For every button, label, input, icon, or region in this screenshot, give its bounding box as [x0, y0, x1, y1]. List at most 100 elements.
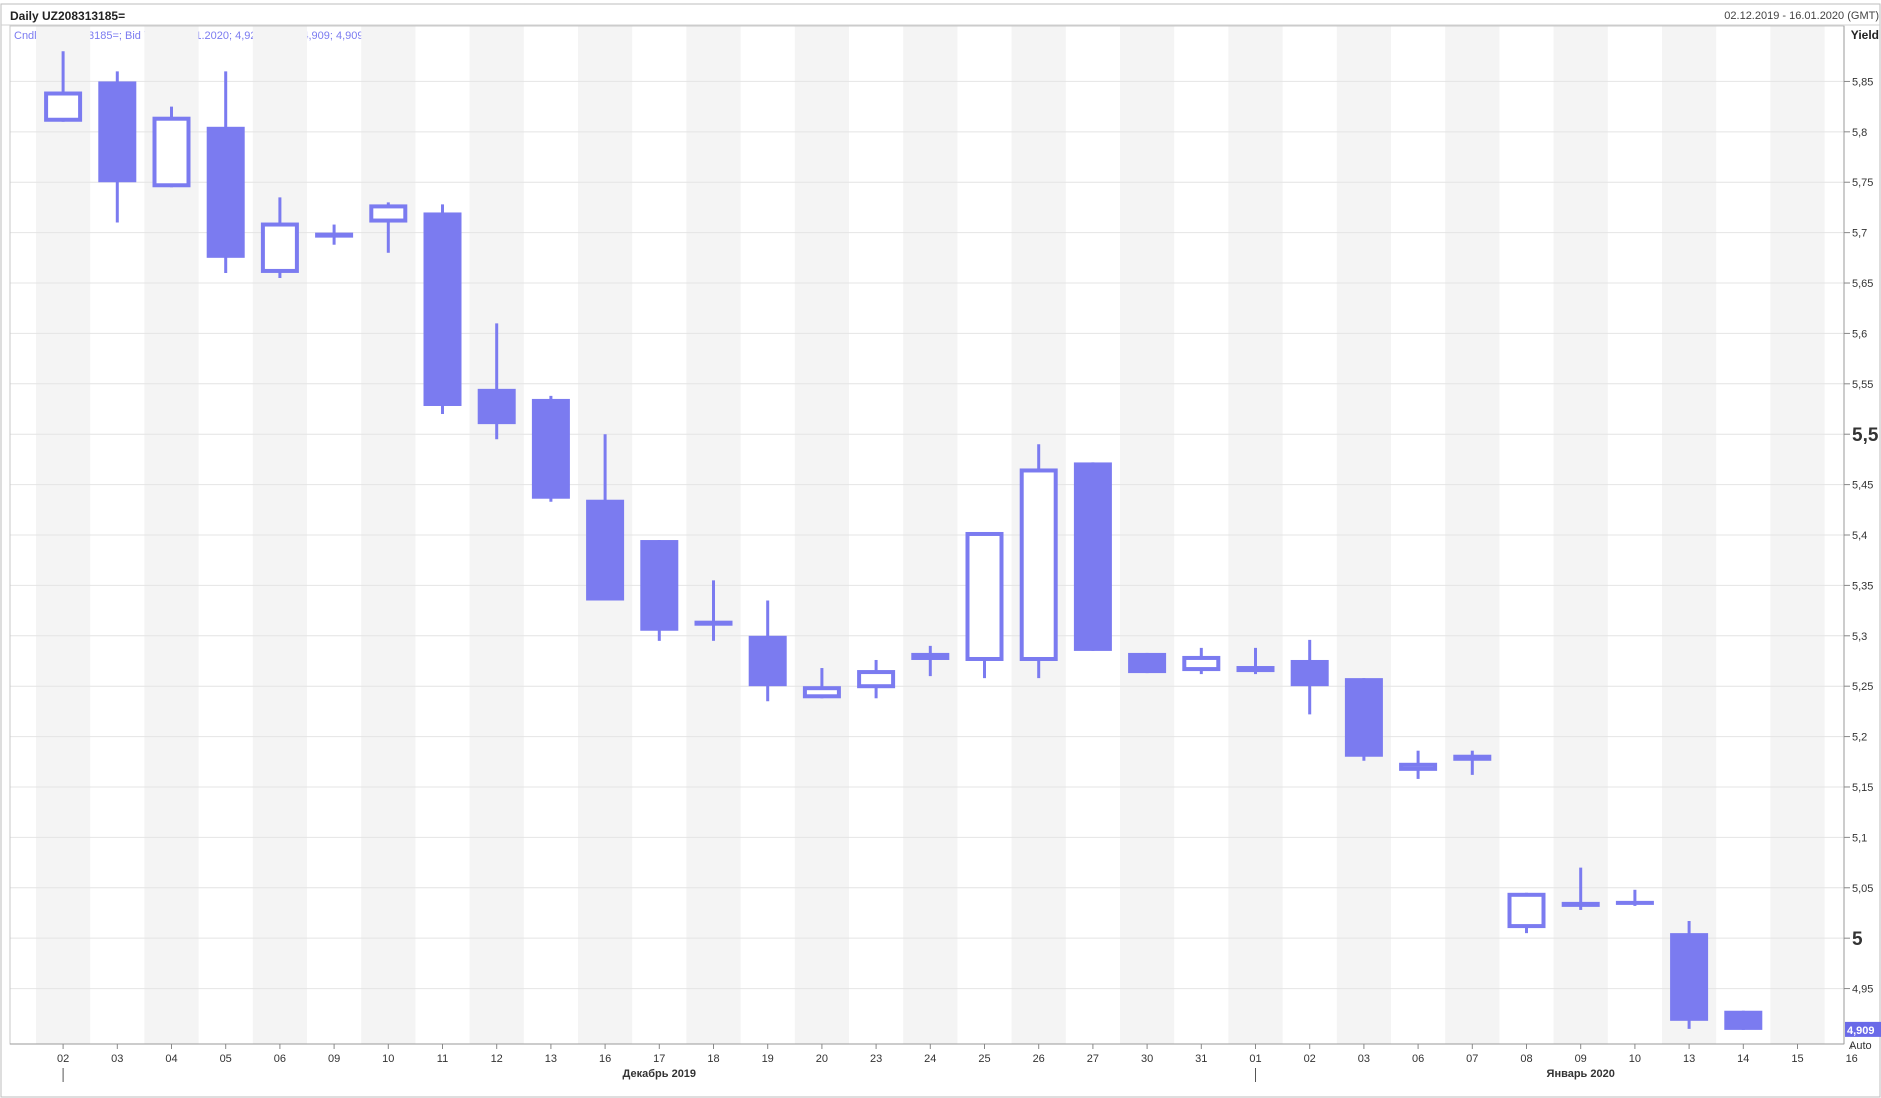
candle-body-down	[98, 81, 137, 183]
candle[interactable]	[1615, 889, 1654, 906]
x-tick-label: 03	[1358, 1053, 1370, 1065]
y-tick-label: 5,1	[1852, 832, 1867, 844]
y-tick-label: 5,4	[1852, 530, 1867, 542]
candle[interactable]	[857, 659, 896, 699]
candle[interactable]	[477, 323, 516, 440]
candle[interactable]	[640, 540, 679, 641]
candle-body-up	[911, 652, 950, 660]
x-tick-label: 06	[1412, 1053, 1424, 1065]
candle-body-up	[44, 91, 83, 122]
x-tick-label: 08	[1520, 1053, 1532, 1065]
y-tick-label: 5	[1852, 929, 1863, 950]
candle-body-up	[694, 620, 733, 626]
x-tick-label: 10	[1629, 1053, 1641, 1065]
x-tick-label: 19	[762, 1053, 774, 1065]
candle[interactable]	[1453, 750, 1492, 775]
candle[interactable]	[1236, 647, 1275, 675]
x-tick-label: 24	[924, 1053, 936, 1065]
x-tick-label: 25	[978, 1053, 990, 1065]
x-tick-label: 09	[328, 1053, 340, 1065]
candle-body-down	[477, 388, 516, 425]
candle-body-up	[369, 204, 408, 223]
candle-body-down	[640, 540, 679, 631]
candle-body-up	[1507, 892, 1546, 929]
candle-body-down	[586, 499, 625, 601]
auto-scale-label[interactable]: Auto	[1849, 1040, 1872, 1052]
candle-body-up	[802, 686, 841, 699]
y-tick-label: 5,3	[1852, 631, 1867, 643]
candle[interactable]	[911, 645, 950, 677]
month-label: Декабрь 2019	[623, 1068, 697, 1080]
x-tick-label: 09	[1575, 1053, 1587, 1065]
y-tick-label: 5,05	[1852, 883, 1873, 895]
y-tick-label: 5,35	[1852, 580, 1873, 592]
x-tick-label: 03	[111, 1053, 123, 1065]
candle-body-up	[857, 670, 896, 689]
x-tick-label: 02	[57, 1053, 69, 1065]
candle-body-down	[1073, 462, 1112, 651]
candle[interactable]	[1399, 750, 1438, 779]
month-label: Январь 2020	[1547, 1068, 1615, 1080]
candle[interactable]	[1670, 921, 1709, 1029]
candle[interactable]	[423, 204, 462, 415]
last-value-badge	[1845, 1021, 1881, 1037]
x-tick-label: 30	[1141, 1053, 1153, 1065]
x-tick-label: 04	[165, 1053, 177, 1065]
x-tick-label: 02	[1304, 1053, 1316, 1065]
x-tick-label: 18	[707, 1053, 719, 1065]
candle[interactable]	[586, 434, 625, 601]
x-tick-label: 20	[816, 1053, 828, 1065]
candle-body-up	[152, 116, 191, 188]
candle-body-up	[1019, 468, 1058, 661]
candle[interactable]	[531, 395, 570, 502]
candle-body-up	[1561, 901, 1600, 907]
y-tick-label: 5,75	[1852, 177, 1873, 189]
candle[interactable]	[965, 531, 1004, 679]
candle[interactable]	[260, 197, 299, 278]
y-tick-label: 5,65	[1852, 278, 1873, 290]
x-tick-label: 07	[1466, 1053, 1478, 1065]
x-tick-label: 12	[491, 1053, 503, 1065]
x-tick-label: 26	[1033, 1053, 1045, 1065]
candle[interactable]	[44, 51, 83, 122]
candle[interactable]	[315, 224, 354, 245]
candle-body-down	[531, 398, 570, 499]
candle-body-down	[1344, 678, 1383, 757]
window-border	[0, 3, 1881, 1098]
y-tick-label: 5,7	[1852, 228, 1867, 240]
candle[interactable]	[1290, 639, 1329, 715]
candle[interactable]	[369, 202, 408, 253]
candle[interactable]	[1019, 444, 1058, 679]
candle[interactable]	[748, 600, 787, 702]
candle[interactable]	[1073, 462, 1112, 651]
candle-body-down	[1670, 933, 1709, 1021]
x-tick-label: 23	[870, 1053, 882, 1065]
candle[interactable]	[1724, 1010, 1763, 1030]
y-tick-label: 5,15	[1852, 782, 1873, 794]
y-axis-title: Yield	[1850, 28, 1879, 42]
candle-body-up	[1399, 762, 1438, 771]
candle[interactable]	[802, 668, 841, 699]
candle[interactable]	[206, 71, 245, 273]
candle[interactable]	[1344, 678, 1383, 761]
y-tick-label: 5,6	[1852, 328, 1867, 340]
candle[interactable]	[1182, 647, 1221, 675]
candle[interactable]	[1561, 867, 1600, 910]
candle[interactable]	[694, 580, 733, 641]
candle[interactable]	[1128, 652, 1167, 674]
x-tick-label: 01	[1249, 1053, 1261, 1065]
candle-body-up	[260, 222, 299, 273]
y-tick-label: 5,2	[1852, 732, 1867, 744]
candle[interactable]	[98, 71, 137, 223]
candle-body-down	[206, 126, 245, 258]
y-tick-label: 4,95	[1852, 984, 1873, 996]
x-tick-label: 06	[274, 1053, 286, 1065]
candle[interactable]	[1507, 892, 1546, 934]
x-tick-label: 05	[220, 1053, 232, 1065]
y-tick-label: 5,55	[1852, 379, 1873, 391]
last-value-label: 4,909	[1847, 1025, 1875, 1037]
candle[interactable]	[152, 106, 191, 188]
chart-title: Daily UZ208313185=	[10, 9, 126, 23]
